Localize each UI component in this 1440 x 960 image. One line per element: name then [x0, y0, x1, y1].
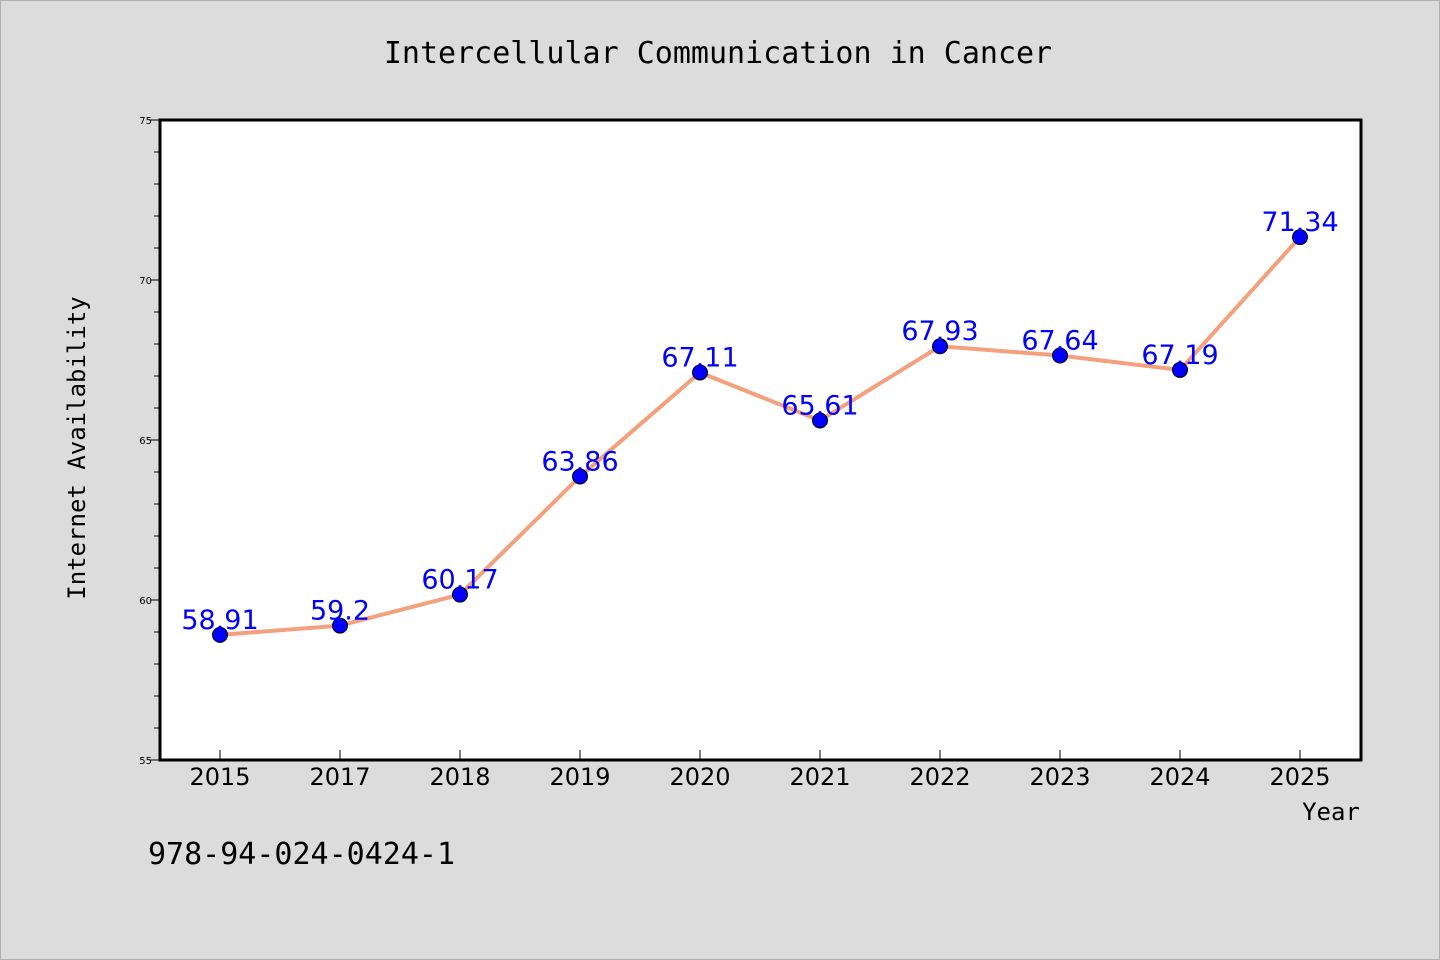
- data-label: 58.91: [181, 605, 258, 636]
- data-label: 67.93: [901, 316, 978, 347]
- data-label: 60.17: [421, 565, 498, 596]
- x-tick-label: 2023: [1029, 763, 1090, 791]
- data-point: [212, 626, 228, 643]
- data-labels: 58.91 59.2 60.17 63.86 67.11 65.61 67.93 67.64 6…: [181, 207, 1338, 636]
- data-label: 67.11: [661, 342, 738, 373]
- x-tick-label: 2019: [549, 763, 610, 791]
- data-point: [812, 412, 828, 429]
- data-label: 65.61: [781, 390, 858, 421]
- x-tick-label: 2017: [309, 763, 370, 791]
- data-label: 63.86: [541, 446, 618, 477]
- x-tick-label: 2022: [909, 763, 970, 791]
- data-point: [572, 468, 588, 485]
- data-point: [1172, 361, 1188, 378]
- y-tick-label: 70: [139, 276, 152, 287]
- chart-title: Intercellular Communication in Cancer: [384, 36, 1052, 71]
- y-tick-label: 75: [139, 116, 152, 127]
- x-tick-label: 2015: [189, 763, 250, 791]
- data-point: [1052, 347, 1068, 364]
- y-tick-label: 55: [139, 756, 152, 767]
- data-point: [932, 338, 948, 355]
- data-point: [452, 586, 468, 603]
- x-tick-label: 2024: [1149, 763, 1210, 791]
- x-tick-label: 2021: [789, 763, 850, 791]
- data-label: 67.19: [1141, 340, 1218, 371]
- x-tick-label: 2025: [1269, 763, 1330, 791]
- y-tick-label: 65: [139, 436, 152, 447]
- x-tick-label: 2018: [429, 763, 490, 791]
- data-label: 67.64: [1021, 326, 1098, 357]
- data-point: [692, 364, 708, 381]
- y-tick-label: 60: [139, 596, 152, 607]
- data-label: 71.34: [1261, 207, 1338, 238]
- y-axis: 55 60 65 70 75: [139, 116, 160, 767]
- series-line: [219, 235, 1302, 637]
- isbn-footer: 978-94-024-0424-1: [148, 837, 455, 872]
- y-axis-label: Internet Availability: [63, 296, 91, 599]
- x-axis: 2015 2017 2018 2019 2020 2021 2022 2023 2024 2025: [189, 750, 1331, 791]
- data-label: 59.2: [310, 596, 370, 627]
- plot-area: [158, 118, 1363, 762]
- x-tick-label: 2020: [669, 763, 730, 791]
- x-axis-label: Year: [1302, 798, 1360, 826]
- data-point: [1292, 229, 1308, 246]
- series-markers: [212, 229, 1308, 643]
- data-point: [332, 617, 348, 634]
